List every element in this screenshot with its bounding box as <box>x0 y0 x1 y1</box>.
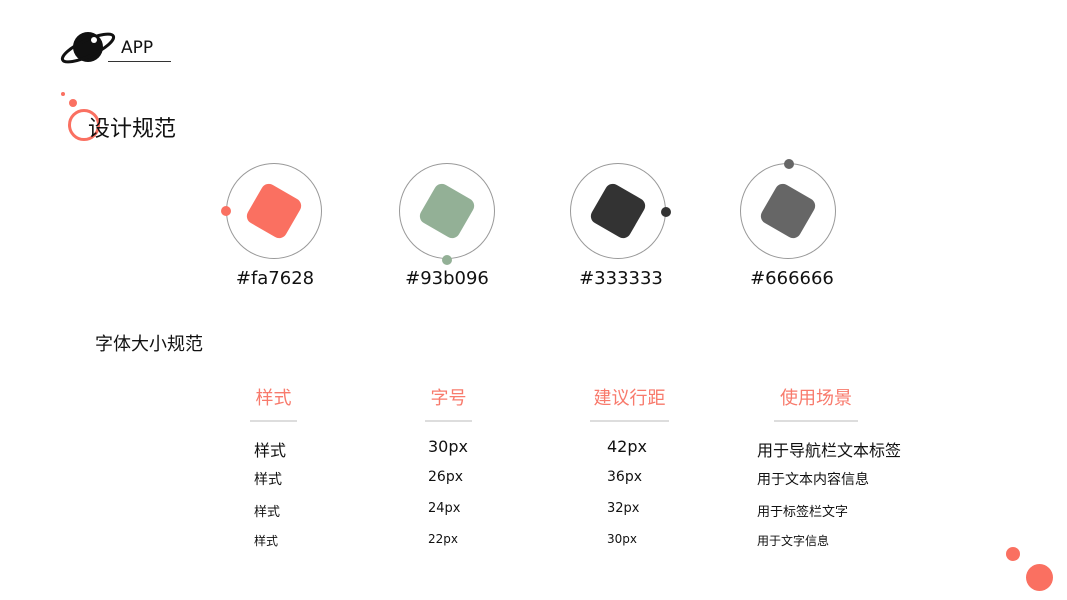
swatch-square <box>243 180 305 242</box>
color-swatch-3 <box>570 163 671 259</box>
cell-line-height: 32px <box>607 501 640 516</box>
header-label: 样式 <box>255 388 292 409</box>
decor-ring <box>68 109 100 141</box>
color-hex-3: #333333 <box>579 268 663 289</box>
section-title-design-spec: 设计规范 <box>88 117 177 142</box>
table-header-size: 字号 <box>425 384 472 422</box>
cell-line-height: 42px <box>607 437 647 456</box>
color-swatch-2 <box>399 163 495 265</box>
cell-size: 26px <box>428 469 463 485</box>
planet-icon <box>60 32 116 64</box>
color-hex-4: #666666 <box>750 268 834 289</box>
cell-size: 22px <box>428 532 458 546</box>
swatch-square <box>757 180 819 242</box>
cell-line-height: 30px <box>607 532 637 546</box>
decor-dot <box>1026 564 1053 591</box>
table-header-usage: 使用场景 <box>774 384 858 422</box>
swatch-square <box>587 180 649 242</box>
app-title: APP <box>121 38 154 58</box>
table-header-style: 样式 <box>250 384 297 422</box>
cell-usage: 用于文字信息 <box>757 534 830 548</box>
header-label: 使用场景 <box>780 388 852 409</box>
cell-style: 样式 <box>254 534 279 548</box>
decor-dot <box>61 92 65 96</box>
cell-usage: 用于文本内容信息 <box>757 472 869 488</box>
orbit-dot <box>784 159 794 169</box>
swatch-square <box>416 180 478 242</box>
cell-usage: 用于导航栏文本标签 <box>757 441 902 460</box>
color-swatch-1 <box>221 163 322 259</box>
cell-style: 样式 <box>254 472 282 488</box>
header-underline <box>108 61 171 62</box>
cell-usage: 用于标签栏文字 <box>757 505 849 520</box>
orbit-dot <box>661 207 671 217</box>
orbit-dot <box>442 255 452 265</box>
color-hex-1: #fa7628 <box>235 268 315 289</box>
color-swatch-4 <box>740 159 836 259</box>
orbit-dot <box>221 206 231 216</box>
decor-dot <box>69 99 77 107</box>
cell-size: 24px <box>428 501 461 516</box>
section-title-font-spec: 字体大小规范 <box>95 334 203 355</box>
header-label: 建议行距 <box>593 388 666 409</box>
cell-size: 30px <box>428 437 468 456</box>
decor-dot <box>1006 547 1020 561</box>
header-label: 字号 <box>430 388 467 409</box>
cell-style: 样式 <box>254 441 287 460</box>
table-header-line-height: 建议行距 <box>590 384 669 422</box>
cell-style: 样式 <box>254 505 281 520</box>
cell-line-height: 36px <box>607 469 642 485</box>
color-hex-2: #93b096 <box>405 268 489 289</box>
